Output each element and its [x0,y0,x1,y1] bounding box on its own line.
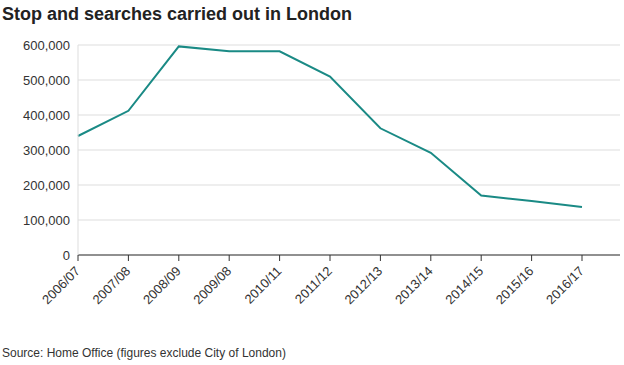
svg-text:2014/15: 2014/15 [442,263,486,307]
svg-text:2006/07: 2006/07 [39,263,83,307]
svg-text:2009/08: 2009/08 [190,263,234,307]
svg-text:2012/13: 2012/13 [342,263,386,307]
svg-text:2008/09: 2008/09 [140,263,184,307]
svg-text:100,000: 100,000 [23,213,70,228]
svg-text:2011/12: 2011/12 [292,263,335,306]
svg-text:500,000: 500,000 [23,73,70,88]
svg-text:400,000: 400,000 [23,108,70,123]
html-text:Stop and searches carried out: Stop and searches carried out in London [2,4,353,24]
svg-text:300,000: 300,000 [23,143,70,158]
svg-text:2013/14: 2013/14 [392,263,436,307]
html-text:Source: Home Office (figures e: Source: Home Office (figures exclude Cit… [2,346,286,360]
svg-text:600,000: 600,000 [23,38,70,53]
svg-text:200,000: 200,000 [23,178,70,193]
svg-text:0: 0 [63,248,70,263]
svg-text:2010/11: 2010/11 [241,263,284,306]
svg-text:2007/08: 2007/08 [90,263,134,307]
svg-text:2015/16: 2015/16 [493,263,537,307]
svg-text:2016/17: 2016/17 [543,263,587,307]
